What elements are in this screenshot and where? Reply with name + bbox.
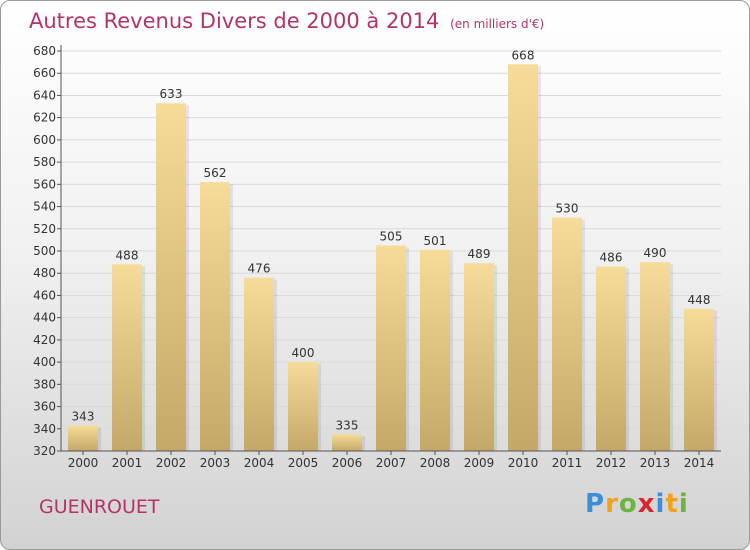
bar-value-label: 501 xyxy=(424,234,447,248)
bar xyxy=(244,277,274,451)
bar-value-label: 400 xyxy=(292,346,315,360)
bar xyxy=(640,262,670,451)
bar xyxy=(200,182,230,451)
x-tick-label: 2001 xyxy=(112,456,143,470)
y-tick-label: 420 xyxy=(33,333,56,347)
x-tick-label: 2014 xyxy=(684,456,715,470)
x-tick-label: 2009 xyxy=(464,456,495,470)
bar-value-label: 343 xyxy=(72,409,95,423)
y-tick-label: 500 xyxy=(33,244,56,258)
y-tick-label: 480 xyxy=(33,266,56,280)
bar-value-label: 633 xyxy=(160,87,183,101)
bars xyxy=(68,64,717,452)
y-tick-label: 560 xyxy=(33,177,56,191)
logo-letter: o xyxy=(618,489,638,519)
bar xyxy=(552,217,582,451)
proxiti-logo: Proxiti xyxy=(585,489,689,519)
y-tick-label: 380 xyxy=(33,377,56,391)
bar-value-label: 488 xyxy=(116,248,139,262)
chart-subtitle: (en milliers d'€) xyxy=(450,17,545,31)
bar-value-label: 476 xyxy=(248,262,271,276)
axes xyxy=(57,45,721,455)
logo-letter: i xyxy=(655,489,666,519)
y-tick-label: 340 xyxy=(33,422,56,436)
commune-name: GUENROUET xyxy=(39,496,160,518)
bar xyxy=(508,64,538,452)
bar xyxy=(420,249,450,451)
y-tick-label: 600 xyxy=(33,133,56,147)
bar xyxy=(288,362,318,451)
bar-value-label: 335 xyxy=(336,418,359,432)
logo-letter: i xyxy=(678,489,689,519)
x-tick-label: 2007 xyxy=(376,456,407,470)
bar-value-label: 490 xyxy=(644,246,667,260)
x-tick-label: 2008 xyxy=(420,456,451,470)
y-tick-label: 620 xyxy=(33,111,56,125)
y-tick-label: 440 xyxy=(33,311,56,325)
y-tick-label: 660 xyxy=(33,66,56,80)
bar xyxy=(68,425,98,451)
bar-value-label: 562 xyxy=(204,166,227,180)
chart-title: Autres Revenus Divers de 2000 à 2014 (en… xyxy=(29,9,544,33)
labels: 320 340 360 380 400 420 440 460 480 500 520 540 560 5… xyxy=(33,44,714,470)
x-tick-label: 2013 xyxy=(640,456,671,470)
x-tick-label: 2005 xyxy=(288,456,319,470)
bar-value-label: 505 xyxy=(380,229,403,243)
bar xyxy=(156,103,186,451)
bar xyxy=(464,263,494,451)
bar-value-label: 486 xyxy=(600,251,623,265)
bar-value-label: 530 xyxy=(556,202,579,216)
bar xyxy=(596,266,626,451)
y-tick-label: 400 xyxy=(33,355,56,369)
logo-letter: t xyxy=(665,489,679,519)
logo-letter: P xyxy=(585,489,606,519)
y-tick-label: 360 xyxy=(33,400,56,414)
y-tick-label: 680 xyxy=(33,44,56,58)
bar xyxy=(376,245,406,451)
x-tick-label: 2004 xyxy=(244,456,275,470)
x-tick-label: 2011 xyxy=(552,456,583,470)
x-tick-label: 2002 xyxy=(156,456,187,470)
bar xyxy=(112,264,142,451)
bar-value-label: 448 xyxy=(688,293,711,307)
bar xyxy=(332,434,362,451)
logo-letter: x xyxy=(637,489,656,519)
x-tick-label: 2010 xyxy=(508,456,539,470)
x-tick-label: 2006 xyxy=(332,456,363,470)
logo-letter: r xyxy=(605,489,619,519)
bar-value-label: 489 xyxy=(468,247,491,261)
y-tick-label: 580 xyxy=(33,155,56,169)
chart-title-main: Autres Revenus Divers de 2000 à 2014 xyxy=(29,9,440,33)
y-tick-label: 540 xyxy=(33,200,56,214)
x-tick-label: 2003 xyxy=(200,456,231,470)
x-tick-label: 2012 xyxy=(596,456,627,470)
y-tick-label: 520 xyxy=(33,222,56,236)
bar-value-label: 668 xyxy=(512,48,535,62)
y-tick-label: 320 xyxy=(33,444,56,458)
x-tick-label: 2000 xyxy=(68,456,99,470)
y-tick-label: 460 xyxy=(33,288,56,302)
bar xyxy=(684,308,714,451)
y-tick-label: 640 xyxy=(33,88,56,102)
